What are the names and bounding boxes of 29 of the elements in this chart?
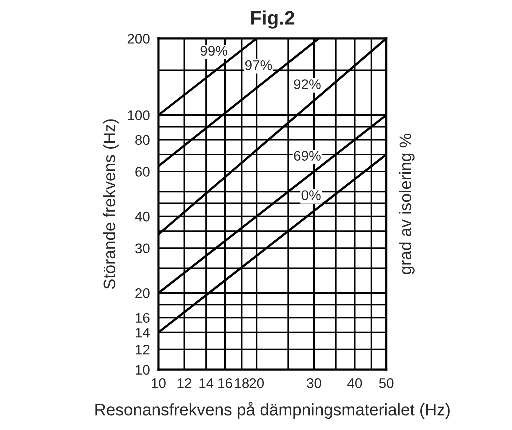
text: grad av isolering %	[399, 134, 415, 274]
y-tick-label: 14	[136, 328, 150, 338]
x-tick-label: 12	[178, 378, 192, 388]
y-tick-label: 30	[135, 244, 150, 254]
y-tick-label: 200	[128, 34, 150, 44]
chart-title: Fig.2	[251, 10, 295, 29]
series-label: 92%	[294, 80, 321, 90]
y-tick-label: 20	[136, 288, 150, 298]
x-tick-label: 20	[250, 378, 264, 388]
y-tick-label: 12	[136, 344, 150, 355]
y-tick-label: 100	[128, 110, 150, 120]
series-label: 0%	[302, 190, 321, 200]
x-tick-label: 16	[218, 378, 232, 388]
y-tick-label: 40	[135, 212, 150, 222]
y-axis-title: Störande frekvens (Hz)	[103, 120, 119, 290]
x-tick-label: 10	[152, 378, 166, 388]
x-tick-label: 30	[307, 378, 322, 388]
x-tick-label: 50	[379, 378, 394, 388]
series-label: 97%	[246, 60, 272, 70]
x-tick-label: 40	[348, 378, 362, 388]
y-tick-label: 80	[136, 135, 150, 146]
x-axis-title: Resonansfrekvens på dämpningsmaterialet (Hz)	[96, 402, 450, 420]
series-label: 69%	[294, 151, 321, 161]
series-label: 99%	[200, 46, 228, 56]
y-tick-label: 10	[136, 365, 150, 375]
y-tick-label: 60	[136, 167, 150, 177]
x-tick-label: 14	[200, 378, 214, 388]
y-tick-label: 16	[136, 313, 150, 324]
x-tick-label: 18	[235, 378, 250, 388]
